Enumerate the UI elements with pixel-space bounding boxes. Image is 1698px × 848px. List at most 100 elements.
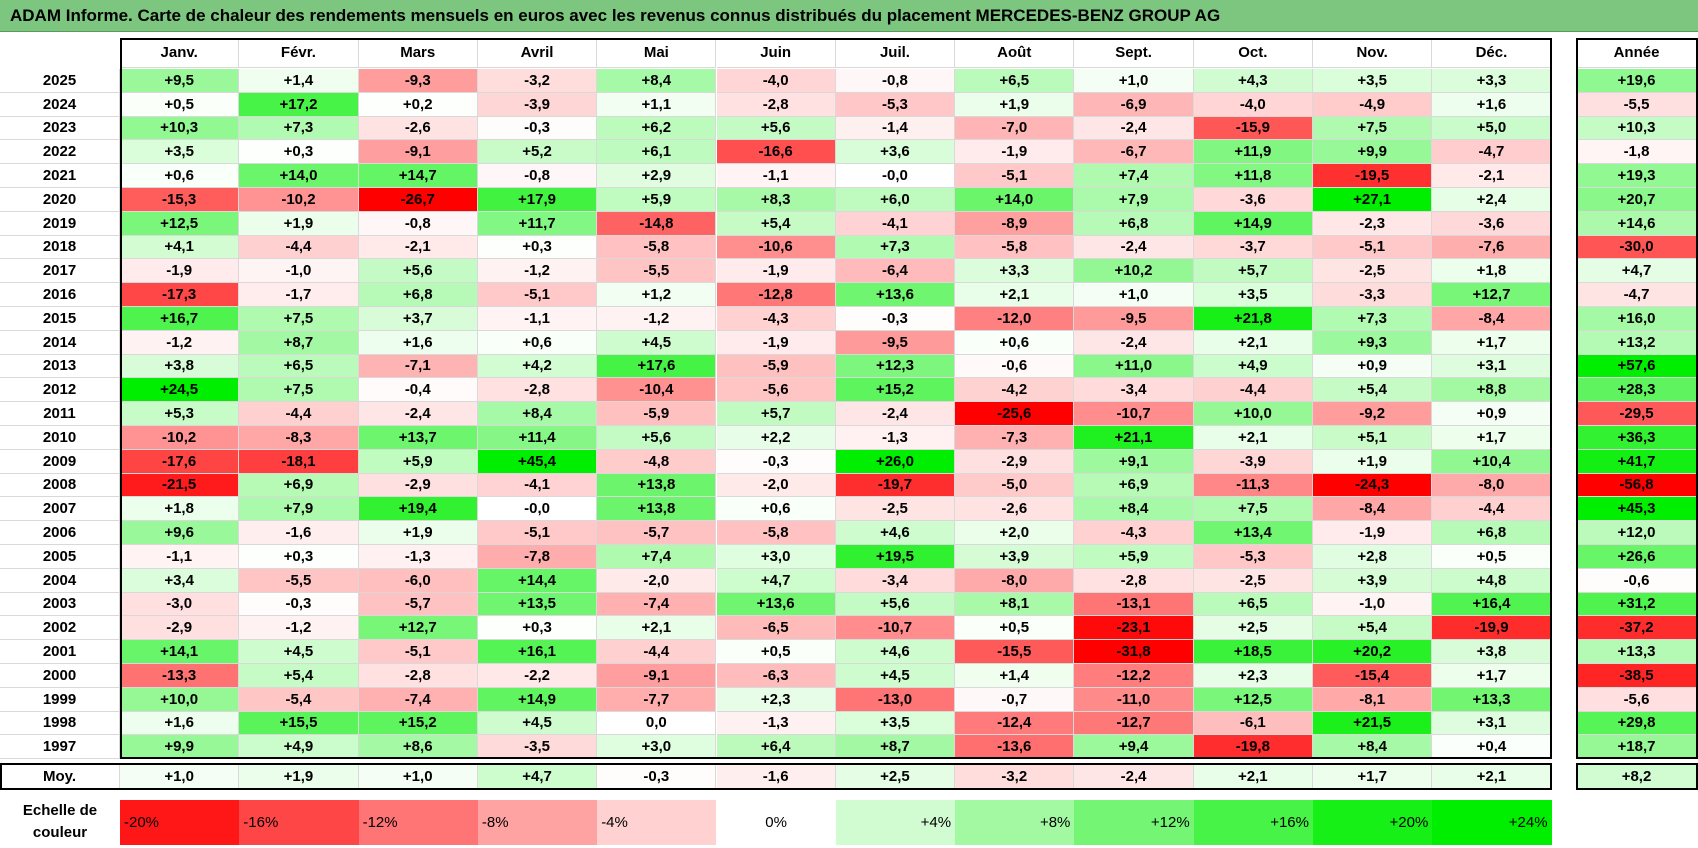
heatmap-cell: -17,6: [120, 449, 240, 474]
heatmap-cell: +5,9: [358, 449, 478, 474]
heatmap-cell: +6,0: [835, 188, 956, 212]
annual-cell: +20,7: [1576, 188, 1698, 212]
heatmap-cell: +17,6: [597, 354, 717, 379]
row-year-label: 2011: [0, 402, 120, 426]
annual-cell: -56,8: [1576, 473, 1698, 498]
heatmap-cell: -4,7: [1432, 140, 1552, 165]
heatmap-cell: +11,8: [1193, 164, 1313, 188]
row-year-label: 2008: [0, 473, 120, 498]
row-year-label: 2014: [0, 330, 120, 355]
heatmap-cell: +1,7: [1432, 426, 1552, 450]
annual-cell: -4,7: [1576, 283, 1698, 307]
heatmap-cell: +6,9: [1074, 473, 1194, 498]
heatmap-cell: -6,4: [835, 259, 956, 284]
heatmap-cell: +13,5: [477, 592, 598, 617]
column-header: Oct.: [1193, 38, 1313, 68]
color-scale-stop: +20%: [1313, 800, 1433, 846]
color-scale-label-line2: couleur: [32, 824, 88, 842]
heatmap-cell: +6,8: [358, 283, 478, 307]
heatmap-cell: +9,1: [1074, 449, 1194, 474]
heatmap-cell: -1,0: [239, 259, 359, 284]
heatmap-cell: +11,9: [1193, 140, 1313, 165]
heatmap-cell: -4,2: [955, 378, 1075, 403]
annual-column-header: Année: [1576, 38, 1698, 68]
heatmap-cell: +8,8: [1432, 378, 1552, 403]
annual-cell: +45,3: [1576, 497, 1698, 522]
heatmap-cell: -3,5: [477, 735, 598, 760]
heatmap-cell: +4,6: [835, 521, 956, 545]
heatmap-cell: -0,8: [835, 69, 956, 93]
heatmap-cell: -9,5: [1074, 307, 1194, 331]
heatmap-cell: +5,9: [597, 188, 717, 212]
heatmap-cell: +13,3: [1432, 687, 1552, 712]
heatmap-cell: +3,5: [1193, 283, 1313, 307]
average-cell: +1,0: [358, 763, 478, 791]
heatmap-cell: -6,1: [1193, 711, 1313, 736]
heatmap-cell: +7,5: [239, 307, 359, 331]
heatmap-cell: +0,6: [477, 330, 598, 355]
heatmap-cell: -5,5: [597, 259, 717, 284]
heatmap-cell: +3,7: [358, 307, 478, 331]
heatmap-cell: +1,6: [1432, 92, 1552, 117]
color-scale-label: Echelle de couleur: [0, 800, 120, 845]
row-year-label: 2019: [0, 211, 120, 236]
heatmap-cell: -23,1: [1074, 616, 1194, 641]
heatmap-cell: -5,8: [716, 521, 836, 545]
row-year-label: 2001: [0, 640, 120, 664]
heatmap-cell: -8,0: [955, 568, 1075, 593]
heatmap-cell: -1,2: [477, 259, 598, 284]
heatmap-cell: +21,8: [1193, 307, 1313, 331]
row-year-label: 2015: [0, 307, 120, 331]
annual-cell: +41,7: [1576, 449, 1698, 474]
annual-cell: +18,7: [1576, 735, 1698, 760]
heatmap-cell: -4,1: [835, 211, 956, 236]
heatmap-cell: -16,6: [716, 140, 836, 165]
heatmap-cell: -5,5: [239, 568, 359, 593]
average-cell: -1,6: [716, 763, 836, 791]
color-scale-stop: -8%: [477, 800, 598, 846]
color-scale-stop: -12%: [358, 800, 478, 846]
color-scale-stop: +24%: [1432, 800, 1552, 846]
heatmap-cell: -13,0: [835, 687, 956, 712]
heatmap-cell: +14,9: [1193, 211, 1313, 236]
heatmap-cell: +4,8: [1432, 568, 1552, 593]
heatmap-cell: -15,4: [1313, 664, 1433, 688]
column-header: Mars: [358, 38, 478, 68]
heatmap-cell: +1,2: [597, 283, 717, 307]
heatmap-cell: -5,1: [1313, 235, 1433, 260]
annual-cell: +31,2: [1576, 592, 1698, 617]
color-scale-stop: -20%: [120, 800, 240, 846]
annual-cell: -30,0: [1576, 235, 1698, 260]
row-year-label: 1998: [0, 711, 120, 736]
average-cell: +2,1: [1432, 763, 1552, 791]
heatmap-cell: -6,0: [358, 568, 478, 593]
heatmap-cell: +1,8: [1432, 259, 1552, 284]
annual-cell: -38,5: [1576, 664, 1698, 688]
heatmap-cell: -19,5: [1313, 164, 1433, 188]
column-header: Avril: [477, 38, 598, 68]
annual-cell: +19,6: [1576, 69, 1698, 93]
heatmap-cell: -7,7: [597, 687, 717, 712]
heatmap-cell: +1,9: [955, 92, 1075, 117]
heatmap-cell: -1,9: [716, 259, 836, 284]
heatmap-cell: -1,3: [835, 426, 956, 450]
heatmap-cell: -3,3: [1313, 283, 1433, 307]
heatmap-cell: +14,7: [358, 164, 478, 188]
row-year-label: 2018: [0, 235, 120, 260]
heatmap-cell: +11,7: [477, 211, 598, 236]
heatmap-cell: -2,1: [1432, 164, 1552, 188]
heatmap-cell: +5,4: [716, 211, 836, 236]
heatmap-cell: -0,8: [477, 164, 598, 188]
row-year-label: 2020: [0, 188, 120, 212]
annual-cell: -0,6: [1576, 568, 1698, 593]
heatmap-cell: -3,0: [120, 592, 240, 617]
heatmap-cell: +11,4: [477, 426, 598, 450]
heatmap-cell: +7,9: [239, 497, 359, 522]
heatmap-cell: +2,2: [716, 426, 836, 450]
heatmap-cell: -4,4: [1432, 497, 1552, 522]
color-scale-label-line1: Echelle de: [22, 802, 98, 820]
heatmap-cell: +0,3: [239, 140, 359, 165]
heatmap-cell: +1,9: [358, 521, 478, 545]
color-scale-stop: +16%: [1193, 800, 1313, 846]
heatmap-cell: +6,8: [1074, 211, 1194, 236]
